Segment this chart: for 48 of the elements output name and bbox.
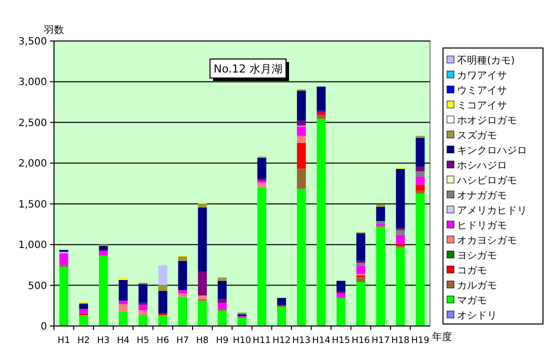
legend-label: ミコアイサ (457, 100, 507, 112)
legend-label: アメリカヒドリ (457, 206, 527, 216)
legend-label: ホシハジロ (457, 160, 507, 172)
legend-label: スズガモ (457, 130, 497, 142)
legend-label: キンクロハジロ (457, 146, 527, 156)
legend-label: オシドリ (457, 310, 497, 322)
x-tick-label: H5 (136, 336, 150, 346)
x-tick-label: H10 (232, 336, 252, 346)
x-tick-label: H9 (216, 336, 229, 346)
y-tick-label: 2,500 (18, 118, 47, 129)
x-tick-label: H14 (312, 336, 331, 346)
y-tick-label: 0 (40, 322, 47, 332)
x-tick-label: H18 (391, 336, 410, 346)
legend-label: 不明種(カモ) (457, 56, 515, 66)
y-tick-label: 500 (28, 280, 47, 292)
legend-label: オナガガモ (457, 190, 507, 202)
x-tick-label: H15 (332, 336, 350, 346)
legend-label: オカヨシガモ (457, 236, 517, 246)
y-tick-label: 1,000 (18, 240, 47, 252)
y-axis-title: 羽数 (44, 25, 64, 36)
x-tick-label: H4 (116, 336, 130, 346)
x-tick-label: H11 (252, 336, 271, 346)
x-tick-label: H8 (196, 336, 209, 346)
x-axis-title: 年度 (432, 331, 452, 343)
x-tick-label: H16 (352, 336, 370, 346)
x-tick-label: H6 (156, 336, 170, 346)
legend-label: ヨシガモ (457, 250, 497, 262)
x-tick-label: H19 (411, 336, 430, 346)
legend-label: コガモ (457, 266, 487, 276)
x-tick-label: H2 (77, 336, 90, 346)
y-tick-label: 1,500 (18, 199, 47, 210)
y-tick-label: 3,500 (18, 36, 47, 48)
y-tick-label: 3,000 (18, 77, 47, 88)
x-tick-label: H13 (292, 336, 311, 346)
legend-label: マガモ (457, 296, 487, 306)
legend-label: ハシビロガモ (456, 176, 517, 186)
legend-label: カワアイサ (457, 70, 507, 82)
legend-label: カルガモ (457, 280, 497, 292)
legend-label: ヒドリガモ (457, 220, 507, 232)
x-tick-label: H12 (272, 336, 291, 346)
x-tick-label: H7 (176, 336, 189, 346)
legend-label: ホオジロガモ (457, 116, 517, 126)
x-tick-label: H1 (58, 336, 70, 346)
text: No.12 水月湖 (214, 62, 282, 76)
legend-label: ウミアイサ (457, 86, 507, 96)
y-tick-label: 2,000 (18, 158, 47, 170)
x-tick-label: H3 (97, 336, 110, 346)
x-tick-label: H17 (371, 336, 390, 346)
